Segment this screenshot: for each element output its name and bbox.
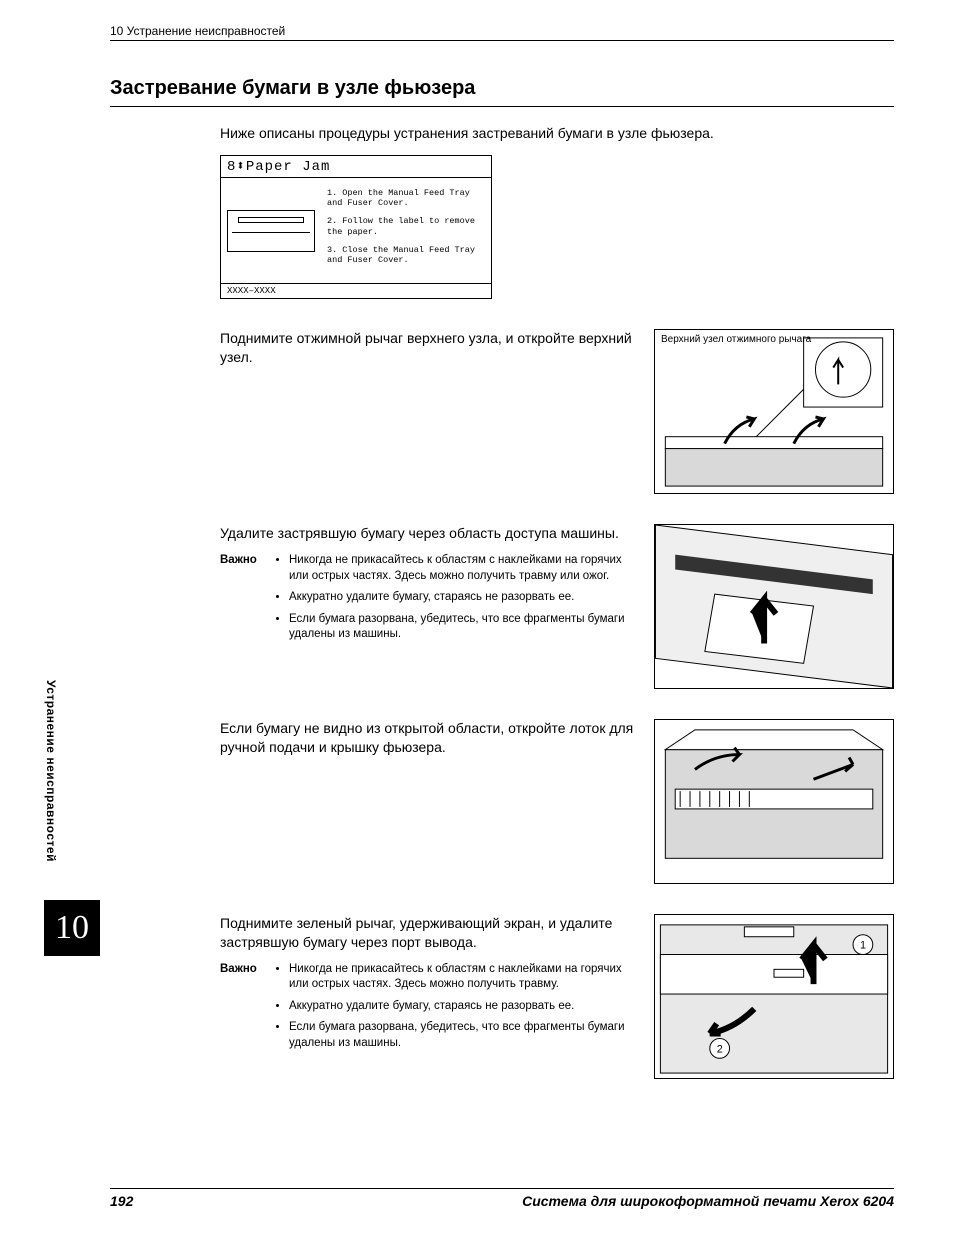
- lcd-step: 1. Open the Manual Feed Tray and Fuser C…: [327, 188, 485, 208]
- lcd-step: 3. Close the Manual Feed Tray and Fuser …: [327, 245, 485, 265]
- note-label: Важно: [220, 553, 265, 649]
- lcd-title: 8⬍Paper Jam: [221, 156, 491, 178]
- note-bullet: Аккуратно удалите бумагу, стараясь не ра…: [289, 999, 636, 1015]
- step-illustration: [654, 719, 894, 884]
- page-footer: 192 Система для широкоформатной печати X…: [110, 1188, 894, 1209]
- step-illustration: [654, 524, 894, 689]
- instruction-step: Поднимите отжимной рычаг верхнего узла, …: [220, 329, 894, 494]
- note-bullet: Если бумага разорвана, убедитесь, что вс…: [289, 612, 636, 643]
- lcd-footer: XXXX–XXXX: [221, 283, 491, 298]
- step-text: Если бумагу не видно из открытой области…: [220, 719, 636, 757]
- note-body: Никогда не прикасайтесь к областям с нак…: [275, 962, 636, 1058]
- lcd-screen-illustration: 8⬍Paper Jam 1. Open the Manual Feed Tray…: [220, 155, 492, 299]
- step-illustration: Верхний узел отжимного рычага: [654, 329, 894, 494]
- lcd-printer-icon: [221, 178, 321, 283]
- note-label: Важно: [220, 962, 265, 1058]
- step-text: Поднимите отжимной рычаг верхнего узла, …: [220, 329, 636, 367]
- product-name: Система для широкоформатной печати Xerox…: [522, 1193, 894, 1209]
- instruction-step: Если бумагу не видно из открытой области…: [220, 719, 894, 884]
- step-text: Поднимите зеленый рычаг, удерживающий эк…: [220, 914, 636, 952]
- instruction-step: Удалите застрявшую бумагу через область …: [220, 524, 894, 689]
- note-bullet: Никогда не прикасайтесь к областям с нак…: [289, 553, 636, 584]
- page-header: 10 Устранение неисправностей: [110, 24, 894, 41]
- instruction-step: Поднимите зеленый рычаг, удерживающий эк…: [220, 914, 894, 1079]
- lcd-instructions: 1. Open the Manual Feed Tray and Fuser C…: [321, 178, 491, 283]
- page-number: 192: [110, 1193, 133, 1209]
- note-body: Никогда не прикасайтесь к областям с нак…: [275, 553, 636, 649]
- illustration-callout: Верхний узел отжимного рычага: [661, 334, 811, 346]
- section-intro: Ниже описаны процедуры устранения застре…: [220, 125, 894, 141]
- chapter-number-block: 10: [44, 900, 100, 956]
- lcd-step: 2. Follow the label to remove the paper.: [327, 216, 485, 236]
- note-bullet: Никогда не прикасайтесь к областям с нак…: [289, 962, 636, 993]
- step-text: Удалите застрявшую бумагу через область …: [220, 524, 636, 543]
- side-tab-label: Устранение неисправностей: [44, 680, 58, 862]
- note-bullet: Если бумага разорвана, убедитесь, что вс…: [289, 1020, 636, 1051]
- manual-page: 10 Устранение неисправностей Застревание…: [0, 0, 954, 1235]
- step-illustration: 1 2: [654, 914, 894, 1079]
- svg-text:1: 1: [860, 940, 866, 952]
- svg-text:2: 2: [717, 1043, 723, 1055]
- note-bullet: Аккуратно удалите бумагу, стараясь не ра…: [289, 590, 636, 606]
- section-title: Застревание бумаги в узле фьюзера: [110, 77, 894, 107]
